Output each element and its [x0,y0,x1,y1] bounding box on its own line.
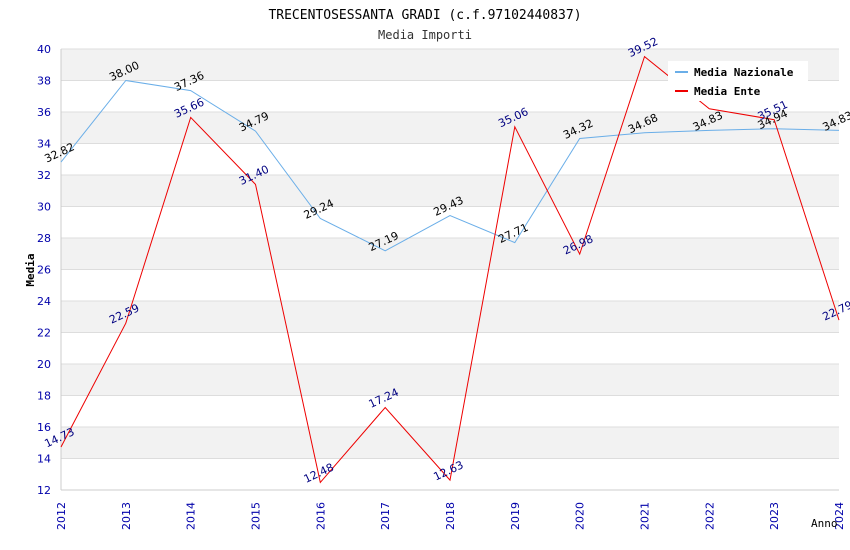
x-tick-label: 2017 [379,502,392,530]
series-line-media-ente [60,55,840,484]
y-tick-label: 30 [37,201,51,214]
background-band [61,206,839,238]
x-tick-label: 2020 [574,502,587,530]
y-tick-label: 32 [37,169,51,182]
background-band [61,269,839,301]
legend-entry: Media Ente [694,85,761,98]
x-axis-ticks: 2012 2013 2014 2015 2016 2017 2018 2019 2020 2021… [55,502,846,530]
y-tick-label: 34 [37,138,51,151]
background-band [61,364,839,396]
legend-entry: Media Nazionale [694,66,794,79]
y-tick-label: 28 [37,232,51,245]
background-band [61,143,839,175]
y-tick-label: 26 [37,264,51,277]
grid-lines [60,48,839,491]
background-band [61,175,839,207]
chart-title: TRECENTOSESSANTA GRADI (c.f.97102440837) [268,8,581,23]
y-axis-label: Media [24,253,37,286]
background-band [61,332,839,364]
x-tick-label: 2022 [703,502,716,530]
y-tick-label: 16 [37,421,51,434]
x-tick-label: 2012 [55,502,68,530]
y-tick-label: 36 [37,106,51,119]
legend-box [668,61,808,101]
y-tick-label: 40 [37,43,51,56]
background-band [61,301,839,333]
x-tick-label: 2019 [509,502,522,530]
background-band [61,238,839,270]
y-tick-label: 18 [37,390,51,403]
background-band [61,427,839,459]
x-axis-label: Anno [811,517,838,530]
x-tick-label: 2018 [444,502,457,530]
y-tick-label: 20 [37,358,51,371]
y-tick-label: 38 [37,75,51,88]
y-axis-ticks: 12 14 16 18 20 22 24 26 28 30 32 34 36 38 40 [37,43,51,497]
x-tick-label: 2015 [250,502,263,530]
x-tick-label: 2023 [768,502,781,530]
x-tick-label: 2021 [639,502,652,530]
x-tick-label: 2024 [833,502,846,530]
y-tick-label: 24 [37,295,51,308]
x-tick-label: 2013 [120,502,133,530]
legend: Media Nazionale Media Ente [668,61,808,101]
chart-subtitle: Media Importi [378,28,472,42]
series-group [60,55,840,484]
series-line-media-nazionale [60,79,840,252]
x-tick-label: 2016 [314,502,327,530]
x-tick-label: 2014 [185,502,198,530]
y-tick-label: 14 [37,453,51,466]
plot-background [61,49,839,490]
y-tick-label: 22 [37,327,51,340]
background-band [61,458,839,490]
background-band [61,395,839,427]
y-tick-label: 12 [37,484,51,497]
